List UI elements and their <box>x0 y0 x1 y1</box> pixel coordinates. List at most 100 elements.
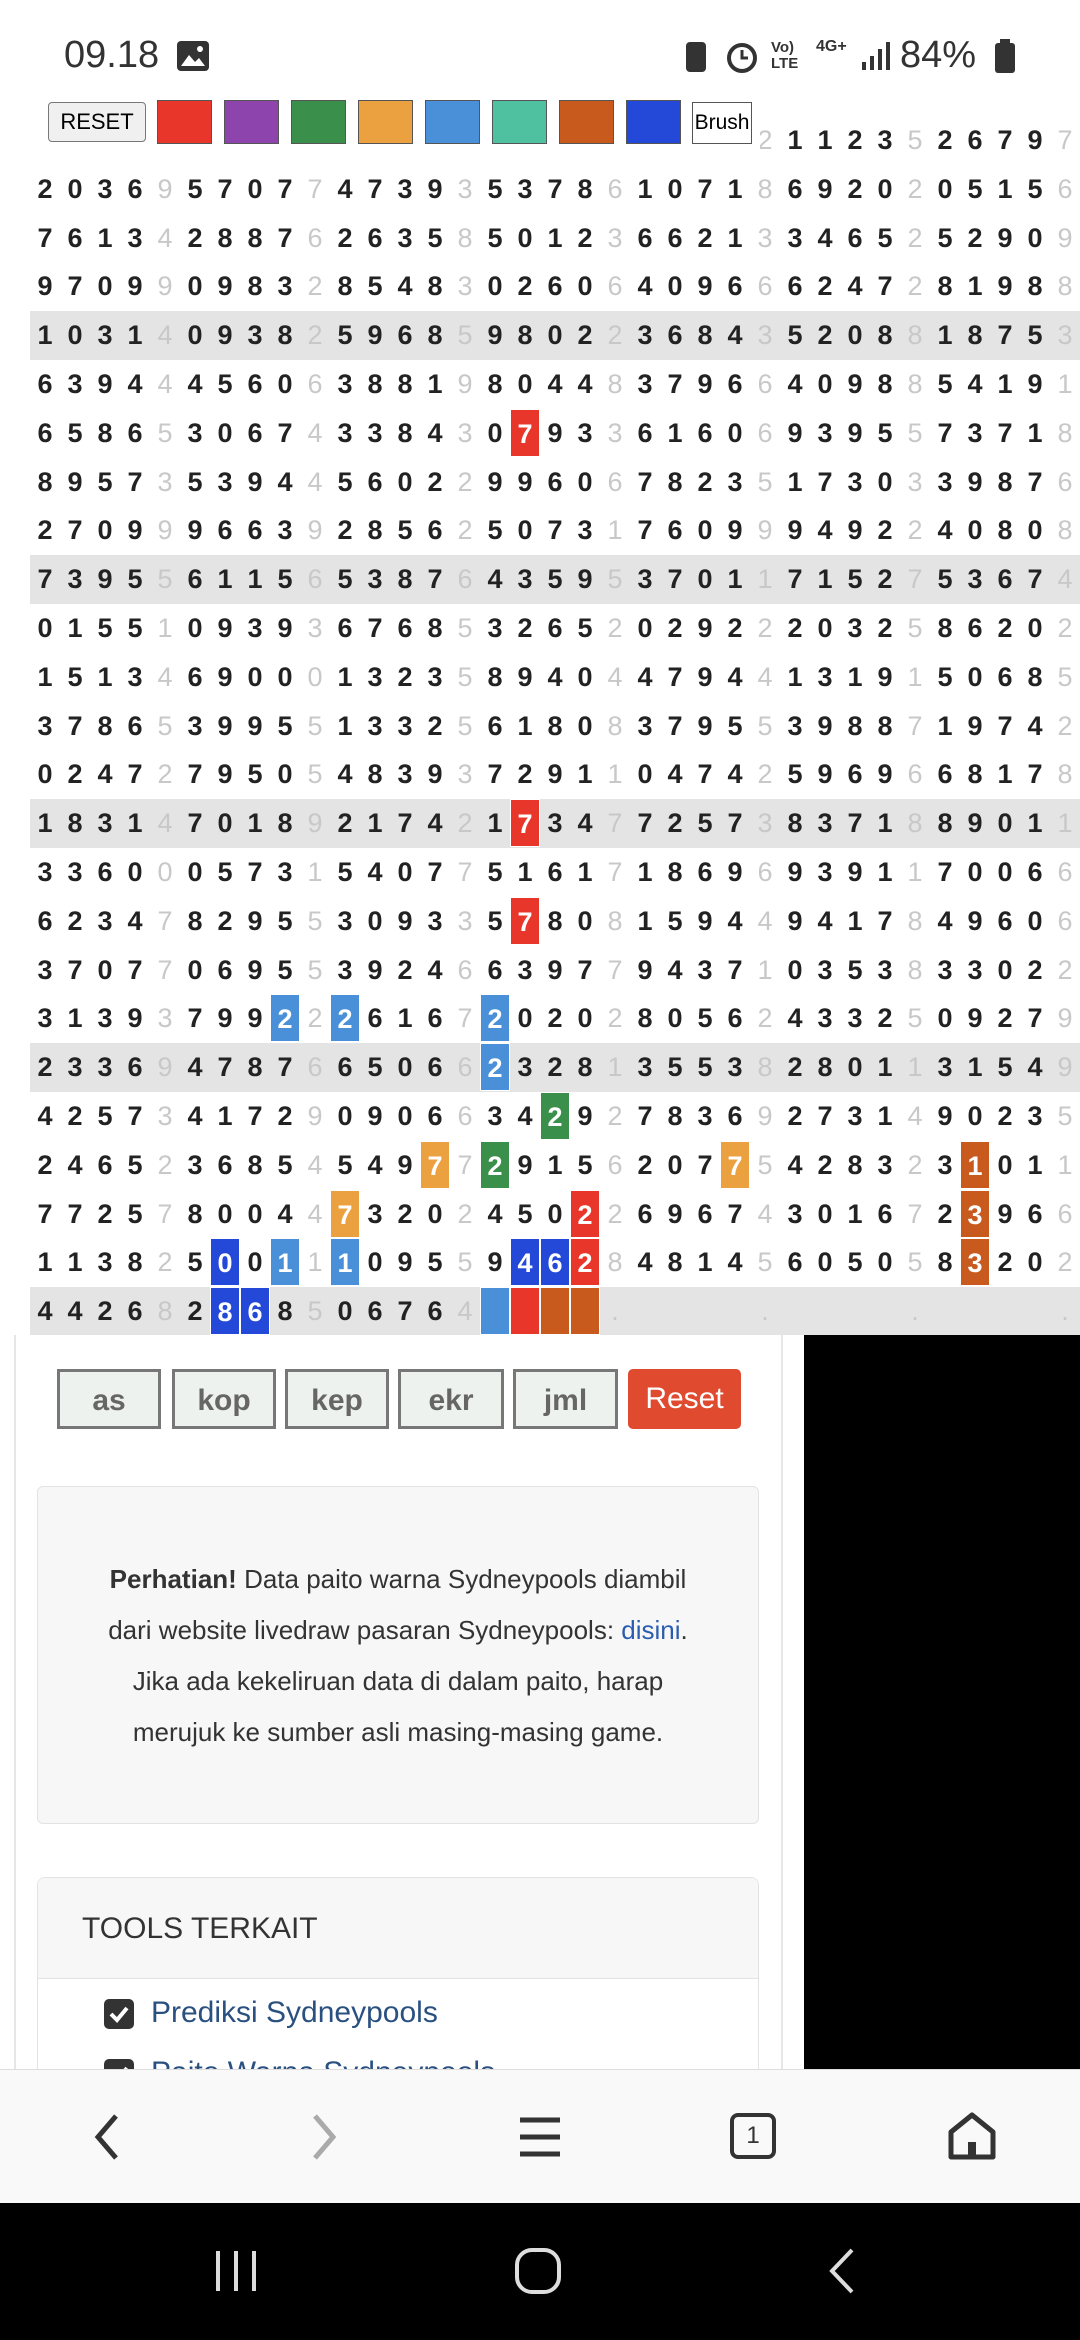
cell[interactable]: 1 <box>1057 1149 1073 1180</box>
cell[interactable]: 3 <box>157 1101 173 1131</box>
cell[interactable]: 8 <box>877 710 893 741</box>
cell[interactable]: 4 <box>510 1238 540 1287</box>
cell[interactable]: 5 <box>427 1247 443 1278</box>
cell[interactable]: 0 <box>277 661 293 692</box>
cell[interactable]: 5 <box>907 1247 923 1278</box>
cell[interactable]: 7 <box>420 1140 450 1189</box>
cell[interactable]: 0 <box>967 515 983 546</box>
notice-link[interactable]: disini <box>621 1615 681 1645</box>
cell[interactable]: 6 <box>37 905 53 936</box>
cell[interactable]: 3 <box>487 1101 503 1131</box>
cell[interactable]: 9 <box>157 271 173 302</box>
cell[interactable]: 7 <box>1027 564 1043 595</box>
cell[interactable]: 6 <box>247 515 263 546</box>
cell[interactable]: 0 <box>577 271 593 302</box>
cell[interactable]: 9 <box>667 1198 683 1229</box>
cell[interactable]: 3 <box>757 320 773 351</box>
cell[interactable]: 1 <box>217 564 233 595</box>
cell[interactable]: 8 <box>217 222 233 253</box>
color-swatch[interactable] <box>425 100 480 144</box>
cell[interactable]: 8 <box>547 710 563 741</box>
cell[interactable]: 9 <box>517 661 533 692</box>
cell[interactable]: 7 <box>67 1198 83 1229</box>
cell[interactable]: 5 <box>697 1003 713 1034</box>
color-swatch[interactable] <box>559 100 614 144</box>
cell[interactable]: 5 <box>757 1149 773 1180</box>
cell[interactable]: 6 <box>697 1198 713 1229</box>
cell[interactable]: 8 <box>97 710 113 741</box>
cell[interactable]: 4 <box>37 1101 53 1131</box>
cell[interactable]: 7 <box>997 125 1013 155</box>
cell[interactable]: 4 <box>637 661 653 692</box>
cell[interactable]: 3 <box>960 1189 990 1238</box>
cell[interactable]: 2 <box>457 515 473 546</box>
cell[interactable]: 8 <box>997 466 1013 497</box>
cell[interactable]: 5 <box>427 222 443 253</box>
cell[interactable]: 6 <box>397 613 413 643</box>
cell[interactable]: 8 <box>487 369 503 399</box>
cell[interactable]: 4 <box>787 369 803 399</box>
cell[interactable]: 4 <box>727 759 743 790</box>
cell[interactable]: 5 <box>307 905 323 936</box>
cell[interactable]: 7 <box>577 954 593 985</box>
cell[interactable]: 9 <box>37 271 53 302</box>
cell[interactable]: 5 <box>907 1003 923 1034</box>
cell[interactable]: 3 <box>637 320 653 351</box>
cell[interactable]: 7 <box>277 1052 293 1083</box>
cell[interactable]: 4 <box>1057 564 1073 595</box>
cell[interactable]: 8 <box>937 808 953 839</box>
cell[interactable]: 2 <box>1057 613 1073 643</box>
cell[interactable]: 4 <box>157 661 173 692</box>
cell[interactable]: 9 <box>997 271 1013 302</box>
cell[interactable]: 3 <box>187 710 203 741</box>
cell[interactable]: 6 <box>427 1052 443 1083</box>
cell[interactable]: 5 <box>667 905 683 936</box>
cell[interactable]: 7 <box>427 857 443 887</box>
cell[interactable]: 4 <box>427 417 443 448</box>
cell[interactable]: 1 <box>697 1247 713 1278</box>
cell[interactable]: 2 <box>727 613 743 643</box>
cell[interactable]: 0 <box>217 808 233 839</box>
cell[interactable]: 4 <box>937 905 953 936</box>
cell[interactable]: 2 <box>277 1101 293 1131</box>
cell[interactable]: 8 <box>427 613 443 643</box>
cell[interactable]: 3 <box>517 954 533 985</box>
cell[interactable]: 7 <box>817 466 833 497</box>
cell[interactable]: 1 <box>937 710 953 741</box>
cell[interactable]: 0 <box>727 417 743 448</box>
cell[interactable]: 6 <box>127 1296 143 1327</box>
cell[interactable]: 0 <box>157 857 173 887</box>
cell[interactable]: 5 <box>1057 661 1073 692</box>
cell[interactable]: 0 <box>247 1198 263 1229</box>
cell[interactable]: 6 <box>847 759 863 790</box>
cell[interactable]: 3 <box>127 661 143 692</box>
cell[interactable]: 8 <box>937 1247 953 1278</box>
cell[interactable]: 3 <box>787 222 803 253</box>
cell[interactable]: 2 <box>187 1296 203 1327</box>
cell[interactable]: 5 <box>697 1052 713 1083</box>
cell[interactable]: 6 <box>607 271 623 302</box>
cell[interactable]: 3 <box>877 954 893 985</box>
cell[interactable]: 8 <box>967 759 983 790</box>
cell[interactable]: 4 <box>67 1296 83 1327</box>
cell[interactable]: 1 <box>907 857 923 887</box>
cell[interactable]: 6 <box>367 1003 383 1034</box>
cell[interactable]: 3 <box>67 1052 83 1083</box>
cell[interactable]: 1 <box>397 1003 413 1034</box>
cell[interactable]: 4 <box>307 1149 323 1180</box>
cell[interactable]: 2 <box>907 222 923 253</box>
cell[interactable]: 9 <box>67 466 83 497</box>
cell[interactable]: 3 <box>1057 320 1073 351</box>
cell[interactable]: 0 <box>487 417 503 448</box>
cell[interactable]: 2 <box>967 222 983 253</box>
cell[interactable]: 6 <box>727 271 743 302</box>
cell[interactable]: 2 <box>607 1198 623 1229</box>
cell[interactable]: 9 <box>217 271 233 302</box>
cell[interactable]: 1 <box>37 661 53 692</box>
cell[interactable]: 2 <box>97 1296 113 1327</box>
cell[interactable]: 2 <box>667 613 683 643</box>
cell[interactable]: 5 <box>247 759 263 790</box>
cell[interactable]: 9 <box>637 954 653 985</box>
cell[interactable]: 8 <box>157 1296 173 1327</box>
cell[interactable]: 0 <box>277 759 293 790</box>
